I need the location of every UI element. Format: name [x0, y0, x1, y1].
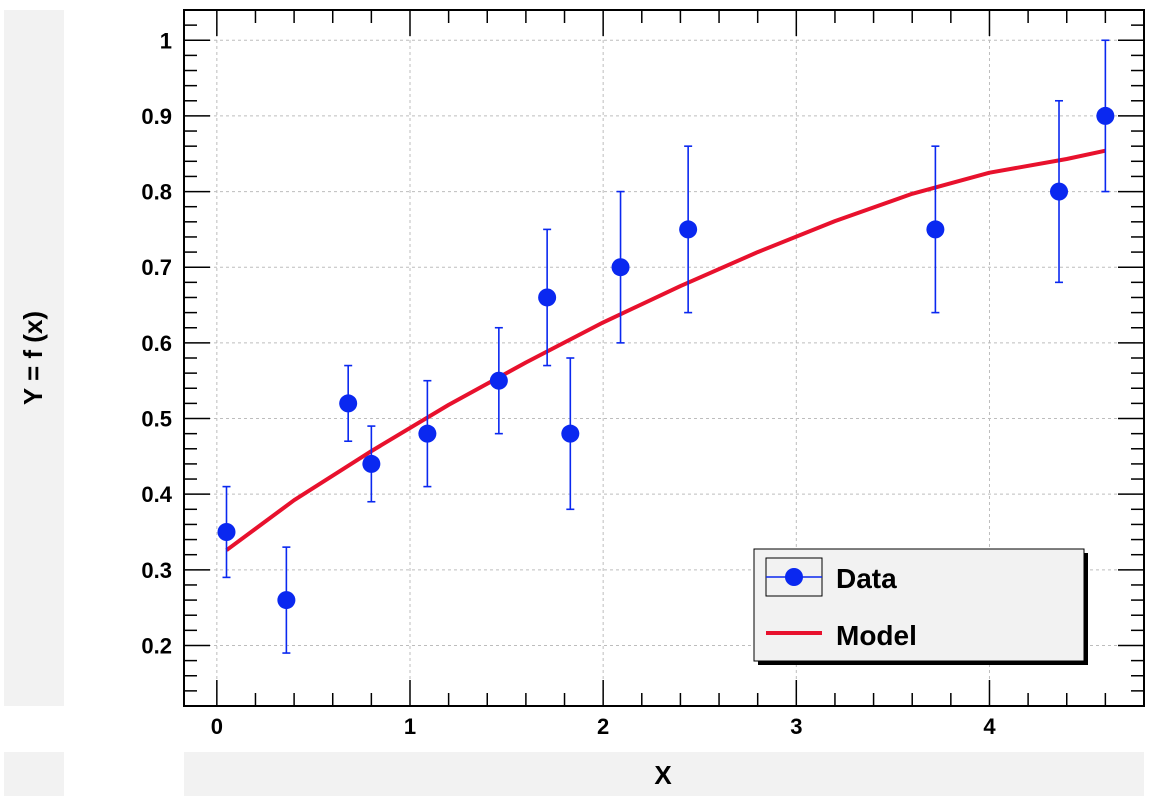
data-marker	[679, 220, 698, 239]
legend-entry-model: Model	[766, 620, 917, 651]
legend-data-marker	[785, 568, 803, 586]
y-tick-label: 0.6	[141, 331, 172, 356]
x-axis-title-panel	[184, 752, 1144, 796]
legend-label-data: Data	[836, 563, 897, 594]
y-tick-label: 0.7	[141, 255, 172, 280]
y-tick-label: 0.8	[141, 180, 172, 205]
data-point	[561, 357, 580, 511]
data-point	[1096, 39, 1115, 193]
data-marker	[489, 371, 508, 390]
data-point	[339, 364, 358, 443]
data-point	[679, 145, 698, 314]
legend-label-model: Model	[836, 620, 917, 651]
legend-box	[753, 548, 1085, 662]
data-marker	[926, 220, 945, 239]
data-layer	[217, 39, 1115, 654]
y-tick-label: 0.4	[141, 482, 172, 507]
y-axis-title: Y = f (x)	[18, 311, 48, 405]
data-point	[418, 379, 437, 488]
y-tick-label: 0.9	[141, 104, 172, 129]
data-marker	[561, 424, 580, 443]
data-marker	[339, 394, 358, 413]
data-marker	[1050, 182, 1069, 201]
y-tick-label: 0.3	[141, 558, 172, 583]
data-point	[362, 425, 381, 503]
data-marker	[1096, 106, 1115, 125]
x-tick-label: 2	[597, 714, 609, 739]
data-point	[277, 546, 296, 654]
data-point	[611, 190, 630, 344]
data-marker	[418, 424, 437, 443]
data-point	[489, 326, 508, 435]
x-axis-title: X	[654, 760, 672, 790]
y-axis-title-panel	[4, 10, 64, 706]
corner-panel	[4, 752, 64, 796]
data-point	[217, 485, 236, 579]
x-tick-label: 1	[404, 714, 416, 739]
x-tick-label: 3	[790, 714, 802, 739]
data-marker	[611, 258, 630, 277]
data-marker	[538, 288, 557, 307]
data-point	[1050, 99, 1069, 284]
data-marker	[362, 454, 381, 473]
legend: Data Model	[753, 548, 1088, 665]
y-tick-label: 0.2	[141, 633, 172, 658]
legend-entry-data: Data	[765, 557, 897, 597]
data-point	[926, 145, 945, 314]
data-point	[538, 228, 557, 367]
y-tick-label: 1	[160, 28, 172, 53]
axis-layer: 0.2 0.3 0.4 0.5 0.6 0.7 0.8 0.9 1 0 1 2 3 4	[141, 9, 1145, 739]
data-marker	[217, 523, 236, 541]
x-tick-label: 4	[983, 714, 996, 739]
x-tick-label: 0	[211, 714, 223, 739]
y-tick-label: 0.5	[141, 407, 172, 432]
data-marker	[277, 591, 296, 610]
